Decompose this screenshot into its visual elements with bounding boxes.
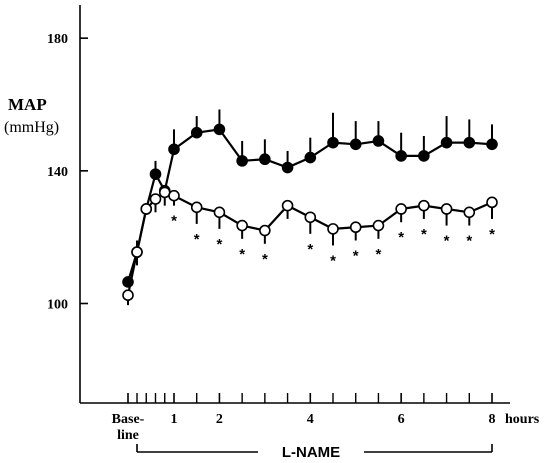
- significance-mark-9: *: [398, 229, 404, 246]
- series-1-point-6: [190, 201, 203, 214]
- chart-axes: 100 140 180 Base-line 1 2 4 6 8 hours: [47, 5, 540, 443]
- series-1-point-17: [440, 203, 453, 215]
- series-1-point-11: [304, 211, 317, 224]
- series-0-point-18: [463, 136, 476, 149]
- series-0-point-8: [236, 155, 248, 167]
- series-1-point-10: [281, 199, 294, 212]
- l-name-bracket: L-NAME: [136, 444, 493, 461]
- significance-mark-3: *: [239, 246, 245, 263]
- series-0-point-9: [259, 153, 271, 166]
- x-tick-label-5: 8: [489, 412, 496, 427]
- series-1-point-5: [168, 189, 180, 202]
- significance-mark-6: *: [330, 252, 336, 269]
- significance-mark-12: *: [466, 233, 472, 250]
- series-0-point-7: [213, 123, 226, 136]
- y-tick-label-140: 140: [47, 165, 68, 180]
- series-0-point-6: [190, 126, 203, 139]
- series-1-point-16: [418, 199, 430, 212]
- significance-mark-5: *: [307, 241, 313, 258]
- chart-significance-marks: * * * * * * * * * * * * * *: [171, 213, 495, 270]
- series-1-point-12: [327, 223, 339, 235]
- x-tick-label-1: 1: [171, 412, 178, 427]
- series-0-point-11: [304, 151, 317, 164]
- series-1-point-1: [131, 246, 143, 258]
- series-0-point-19: [486, 138, 498, 151]
- x-tick-label-0: Base-line: [112, 412, 145, 443]
- series-1-point-18: [463, 206, 476, 219]
- y-axis-unit: (mmHg): [4, 119, 59, 136]
- series-0-point-5: [168, 143, 180, 156]
- series-1-point-9: [259, 224, 271, 237]
- series-0-point-14: [372, 135, 385, 147]
- x-tick-label-2: 2: [216, 412, 223, 427]
- series-0-point-10: [281, 161, 294, 174]
- significance-mark-8: *: [376, 246, 382, 263]
- bracket-label: L-NAME: [282, 444, 340, 461]
- series-1-point-3: [149, 193, 162, 205]
- series-1-point-19: [486, 196, 498, 209]
- significance-mark-10: *: [421, 226, 427, 243]
- y-tick-label-100: 100: [47, 298, 68, 313]
- significance-mark-2: *: [217, 236, 223, 253]
- series-0-point-12: [327, 136, 339, 149]
- series-1-point-14: [372, 219, 385, 232]
- x-tick-label-4: 6: [398, 412, 405, 427]
- significance-mark-11: *: [444, 233, 450, 250]
- chart-data-points: [122, 123, 498, 302]
- y-axis-label: MAP: [8, 95, 47, 114]
- series-0-point-16: [418, 150, 430, 162]
- series-1-point-15: [395, 203, 407, 215]
- series-1-point-0: [122, 289, 134, 302]
- series-0-point-3: [149, 168, 162, 180]
- series-1-point-2: [140, 203, 153, 215]
- significance-mark-13: *: [489, 226, 495, 243]
- x-axis-unit: hours: [505, 412, 540, 427]
- series-0-point-17: [440, 136, 453, 149]
- series-1-point-8: [236, 219, 248, 232]
- significance-mark-7: *: [353, 247, 359, 264]
- y-tick-label-180: 180: [47, 32, 68, 47]
- series-0-point-13: [349, 138, 362, 151]
- x-tick-label-3: 4: [307, 412, 314, 427]
- series-0-point-15: [395, 150, 407, 162]
- significance-mark-0: *: [171, 213, 177, 230]
- series-1-point-7: [213, 206, 226, 219]
- significance-mark-4: *: [262, 251, 268, 268]
- significance-mark-1: *: [194, 231, 200, 248]
- series-0-point-0: [122, 276, 134, 288]
- series-1-point-13: [349, 221, 362, 234]
